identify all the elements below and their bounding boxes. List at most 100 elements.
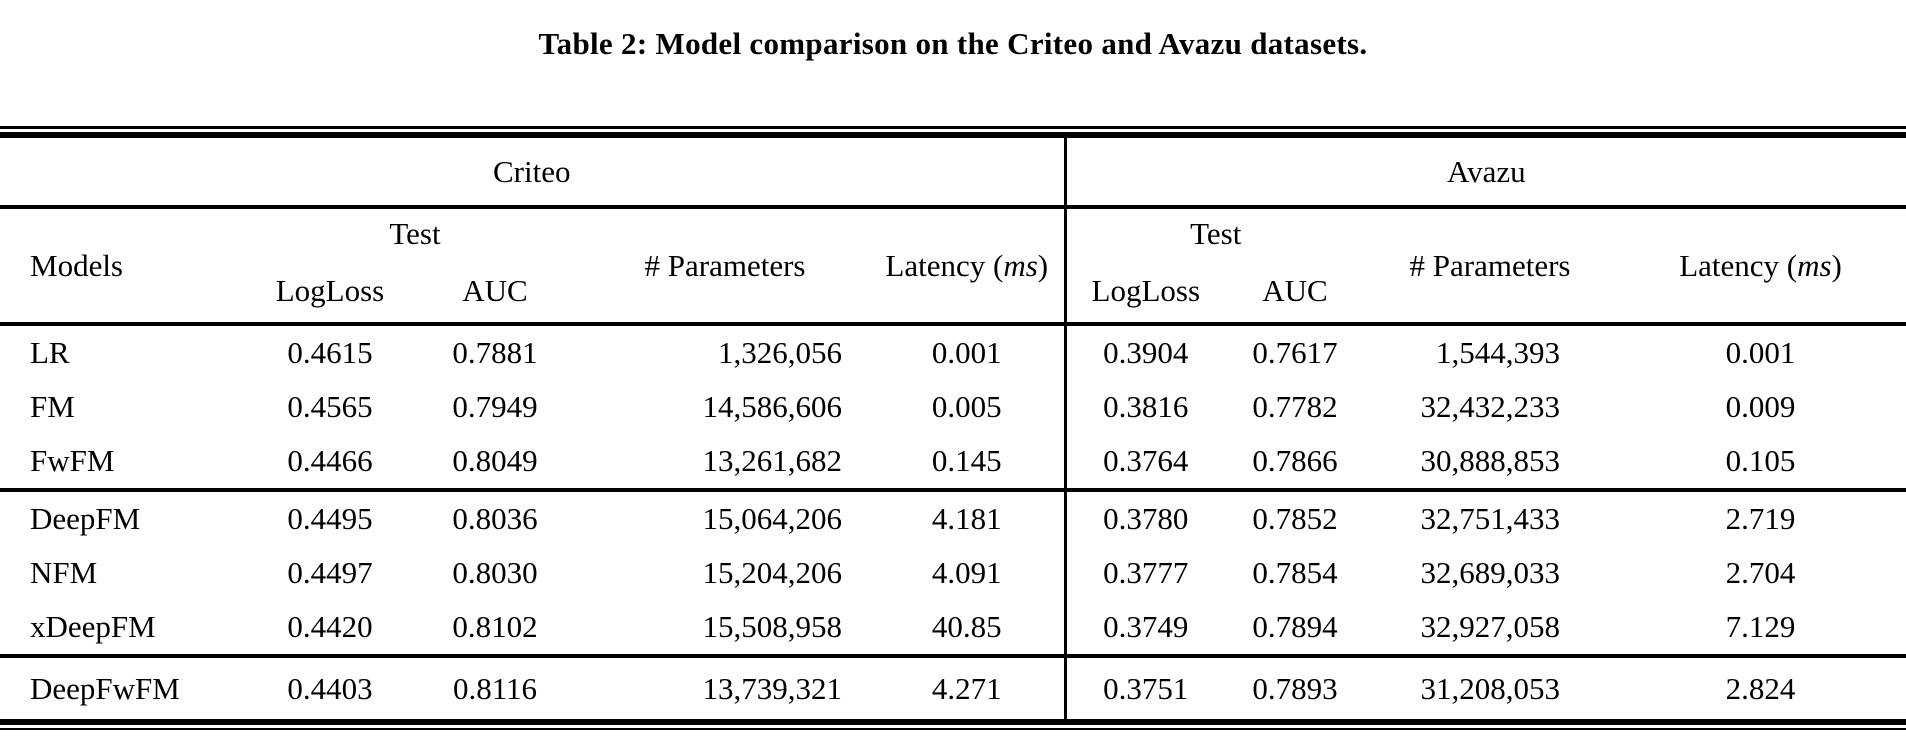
parameters-cell: 32,927,058	[1365, 600, 1616, 658]
parameters-cell: 32,751,433	[1420, 501, 1561, 536]
latency-unit: ms	[1797, 247, 1832, 283]
latency-cell: 0.001	[1725, 335, 1796, 370]
logloss-cell: 0.3751	[1063, 656, 1226, 719]
auc-cell: 0.8102	[410, 600, 580, 658]
latency-cell: 40.85	[870, 600, 1066, 658]
header-parameters-criteo: # Parameters	[580, 207, 870, 326]
auc-cell: 0.7617	[1252, 335, 1338, 370]
top-rule-gap	[0, 129, 1906, 132]
model-cell: NFM	[30, 555, 98, 590]
dataset-group-row: Criteo Avazu	[0, 138, 1906, 209]
logloss-cell: 0.3764	[1063, 434, 1226, 492]
auc-cell: 0.7852	[1252, 501, 1338, 536]
table-row: DeepFM 0.4495 0.8036 15,064,206 4.181 0.…	[0, 490, 1906, 546]
logloss-cell: 0.4565	[287, 389, 373, 424]
parameters-cell: 1,544,393	[1436, 335, 1561, 370]
auc-cell: 0.7866	[1225, 434, 1366, 492]
latency-label: Latency (	[1679, 247, 1798, 283]
latency-cell: 4.181	[931, 501, 1002, 536]
logloss-cell: 0.4615	[287, 335, 373, 370]
auc-cell: 0.8036	[452, 501, 538, 536]
bottom-rule-thin	[0, 728, 1906, 730]
table-caption: Table 2: Model comparison on the Criteo …	[538, 26, 1368, 61]
parameters-cell: 13,261,682	[580, 434, 870, 492]
header-auc-criteo: AUC	[410, 259, 580, 326]
parameters-cell: 15,064,206	[702, 501, 843, 536]
logloss-cell: 0.4403	[287, 670, 373, 706]
latency-cell: 2.824	[1725, 670, 1796, 706]
group-header-avazu: Avazu	[1063, 138, 1906, 209]
parameters-cell: 32,689,033	[1420, 555, 1561, 590]
table-row: NFM 0.4497 0.8030 15,204,206 4.091 0.377…	[0, 546, 1906, 600]
latency-cell: 2.704	[1725, 555, 1796, 590]
latency-cell: 0.005	[931, 389, 1002, 424]
top-rule-thin	[0, 126, 1906, 129]
parameters-cell: 30,888,853	[1365, 434, 1616, 492]
latency-cell: 4.091	[931, 555, 1002, 590]
model-comparison-table: Criteo Avazu Models Test # Parameters La…	[0, 138, 1906, 719]
bottom-rule-gap	[0, 725, 1906, 728]
auc-cell: 0.7893	[1252, 670, 1338, 706]
column-header-row-2: LogLoss AUC LogLoss AUC	[0, 259, 1906, 326]
logloss-cell: 0.4466	[250, 434, 410, 492]
top-rule-thick	[0, 132, 1906, 138]
parameters-cell: 31,208,053	[1420, 670, 1561, 706]
header-test-avazu: Test	[1063, 207, 1366, 259]
latency-cell: 0.009	[1725, 389, 1796, 424]
latency-cell: 0.001	[931, 335, 1002, 370]
latency-cell: 0.105	[1615, 434, 1906, 492]
parameters-cell: 13,739,321	[702, 670, 843, 706]
header-latency-criteo: Latency (ms)	[870, 207, 1066, 326]
logloss-cell: 0.3904	[1063, 324, 1226, 380]
latency-unit: ms	[1003, 247, 1038, 283]
latency-cell: 7.129	[1615, 600, 1906, 658]
group-header-criteo: Criteo	[0, 138, 1066, 209]
header-latency-avazu: Latency (ms)	[1615, 207, 1906, 326]
auc-cell: 0.7949	[452, 389, 538, 424]
latency-cell: 0.145	[870, 434, 1066, 492]
logloss-cell: 0.4420	[250, 600, 410, 658]
table-row: LR 0.4615 0.7881 1,326,056 0.001 0.3904 …	[0, 324, 1906, 380]
model-cell: DeepFwFM	[30, 670, 180, 706]
parameters-cell: 15,508,958	[580, 600, 870, 658]
table-row: FwFM 0.4466 0.8049 13,261,682 0.145 0.37…	[0, 434, 1906, 492]
model-cell: LR	[30, 335, 70, 370]
parameters-cell: 15,204,206	[702, 555, 843, 590]
auc-cell: 0.7782	[1252, 389, 1338, 424]
logloss-cell: 0.4495	[287, 501, 373, 536]
header-test-criteo: Test	[389, 216, 441, 251]
auc-cell: 0.8116	[452, 670, 538, 706]
header-auc-avazu: AUC	[1225, 259, 1366, 326]
logloss-cell: 0.3780	[1063, 490, 1226, 546]
header-logloss-avazu: LogLoss	[1063, 259, 1226, 326]
header-parameters-avazu: # Parameters	[1365, 207, 1616, 326]
auc-cell: 0.8030	[452, 555, 538, 590]
logloss-cell: 0.3749	[1063, 600, 1226, 658]
column-header-row-1: Models Test # Parameters Latency (ms) Te…	[0, 207, 1906, 326]
logloss-cell: 0.4497	[287, 555, 373, 590]
latency-close: )	[1037, 247, 1049, 283]
table-row: FM 0.4565 0.7949 14,586,606 0.005 0.3816…	[0, 380, 1906, 434]
latency-cell: 2.719	[1725, 501, 1796, 536]
model-cell: FwFM	[0, 434, 250, 492]
auc-cell: 0.7854	[1252, 555, 1338, 590]
header-models: Models	[0, 207, 250, 326]
parameters-cell: 1,326,056	[718, 335, 842, 370]
model-cell: xDeepFM	[0, 600, 250, 658]
table-row: xDeepFM 0.4420 0.8102 15,508,958 40.85 0…	[0, 600, 1906, 658]
auc-cell: 0.7881	[452, 335, 538, 370]
logloss-cell: 0.3816	[1063, 380, 1226, 434]
auc-cell: 0.8049	[410, 434, 580, 492]
parameters-cell: 14,586,606	[702, 389, 843, 424]
auc-cell: 0.7894	[1225, 600, 1366, 658]
header-logloss-criteo: LogLoss	[250, 259, 410, 326]
logloss-cell: 0.3777	[1063, 546, 1226, 600]
latency-close: )	[1831, 247, 1842, 283]
bottom-rule-thick	[0, 719, 1906, 725]
table-row: DeepFwFM 0.4403 0.8116 13,739,321 4.271 …	[0, 656, 1906, 719]
model-cell: FM	[30, 389, 75, 424]
parameters-cell: 32,432,233	[1420, 389, 1561, 424]
latency-cell: 4.271	[931, 670, 1002, 706]
latency-label: Latency (	[885, 247, 1004, 283]
